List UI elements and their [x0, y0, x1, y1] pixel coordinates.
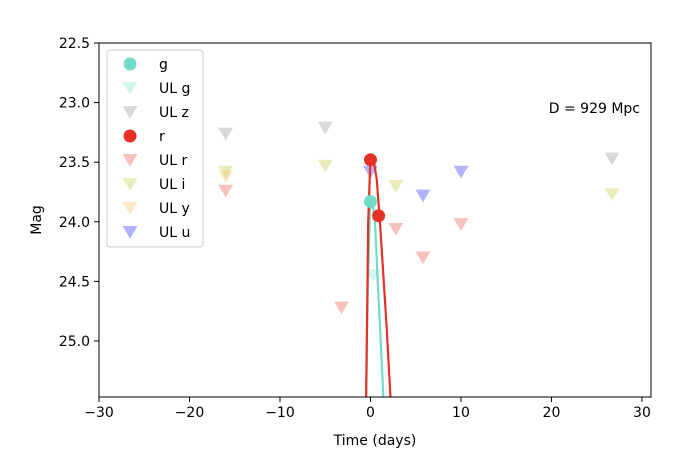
ul-marker-ul-i: [218, 165, 234, 179]
x-tick-label: 10: [452, 405, 470, 421]
y-tick-label: 23.0: [59, 96, 90, 112]
ul-marker-ul-r: [388, 222, 404, 236]
legend-marker-ul-z: [122, 106, 138, 119]
legend-marker-ul-i: [122, 178, 138, 191]
ul-marker-ul-r: [453, 218, 469, 231]
legend-marker-ul-y: [122, 202, 138, 215]
ul-marker-ul-u: [453, 165, 469, 179]
legend-label: UL y: [159, 201, 190, 217]
y-tick-label: 25.0: [59, 334, 90, 350]
y-tick-label: 23.5: [59, 155, 90, 171]
distance-annotation: D = 929 Mpc: [549, 101, 640, 117]
legend-label: UL i: [159, 177, 185, 193]
plot-area: [218, 121, 620, 397]
legend-box: [106, 49, 204, 248]
legend-label: UL u: [159, 225, 190, 241]
y-tick-label: 24.0: [59, 215, 90, 231]
legend-label: UL g: [159, 81, 190, 97]
ul-marker-ul-y: [218, 170, 234, 184]
x-tick-label: 30: [633, 405, 651, 421]
legend-marker-g: [123, 57, 137, 71]
x-tick-label: −10: [265, 405, 295, 421]
ul-marker-ul-r: [218, 184, 234, 198]
ul-marker-ul-u: [415, 189, 431, 203]
ul-marker-ul-i: [317, 159, 333, 173]
legend-marker-r: [123, 129, 137, 143]
legend-marker-ul-u: [122, 226, 138, 239]
x-tick-label: 0: [366, 405, 375, 421]
x-tick-label: −20: [175, 405, 205, 421]
x-tick-label: 20: [543, 405, 561, 421]
legend-label: r: [159, 129, 165, 145]
legend-label: g: [159, 57, 168, 73]
detection-marker-r: [363, 153, 377, 167]
legend-marker-ul-r: [122, 154, 138, 167]
x-tick-label: −30: [84, 405, 114, 421]
ul-marker-ul-z: [317, 121, 333, 135]
legend: g UL g UL z r UL r UL i UL y UL u: [106, 49, 204, 248]
x-axis-label: Time (days): [333, 433, 417, 449]
y-tick-label: 24.5: [59, 274, 90, 290]
detection-marker-r: [372, 209, 386, 223]
ul-marker-ul-r: [415, 251, 431, 265]
plot-frame: [98, 42, 652, 398]
ul-marker-ul-z: [218, 127, 234, 141]
ul-marker-ul-i: [604, 188, 620, 202]
y-axis-label: Mag: [29, 205, 45, 235]
y-tick-label: 22.5: [59, 36, 90, 52]
legend-marker-ul-g: [122, 82, 138, 95]
legend-label: UL r: [159, 153, 187, 169]
axes: −30 −20 −10 0 10 20 30 22.5 23.0 23.5 24.0 24.5 25.0: [59, 36, 651, 421]
ul-marker-ul-z: [604, 152, 620, 166]
ul-marker-ul-r: [334, 301, 350, 315]
ul-marker-ul-i: [388, 180, 404, 193]
detection-marker-g: [363, 195, 377, 209]
legend-label: UL z: [159, 105, 189, 121]
